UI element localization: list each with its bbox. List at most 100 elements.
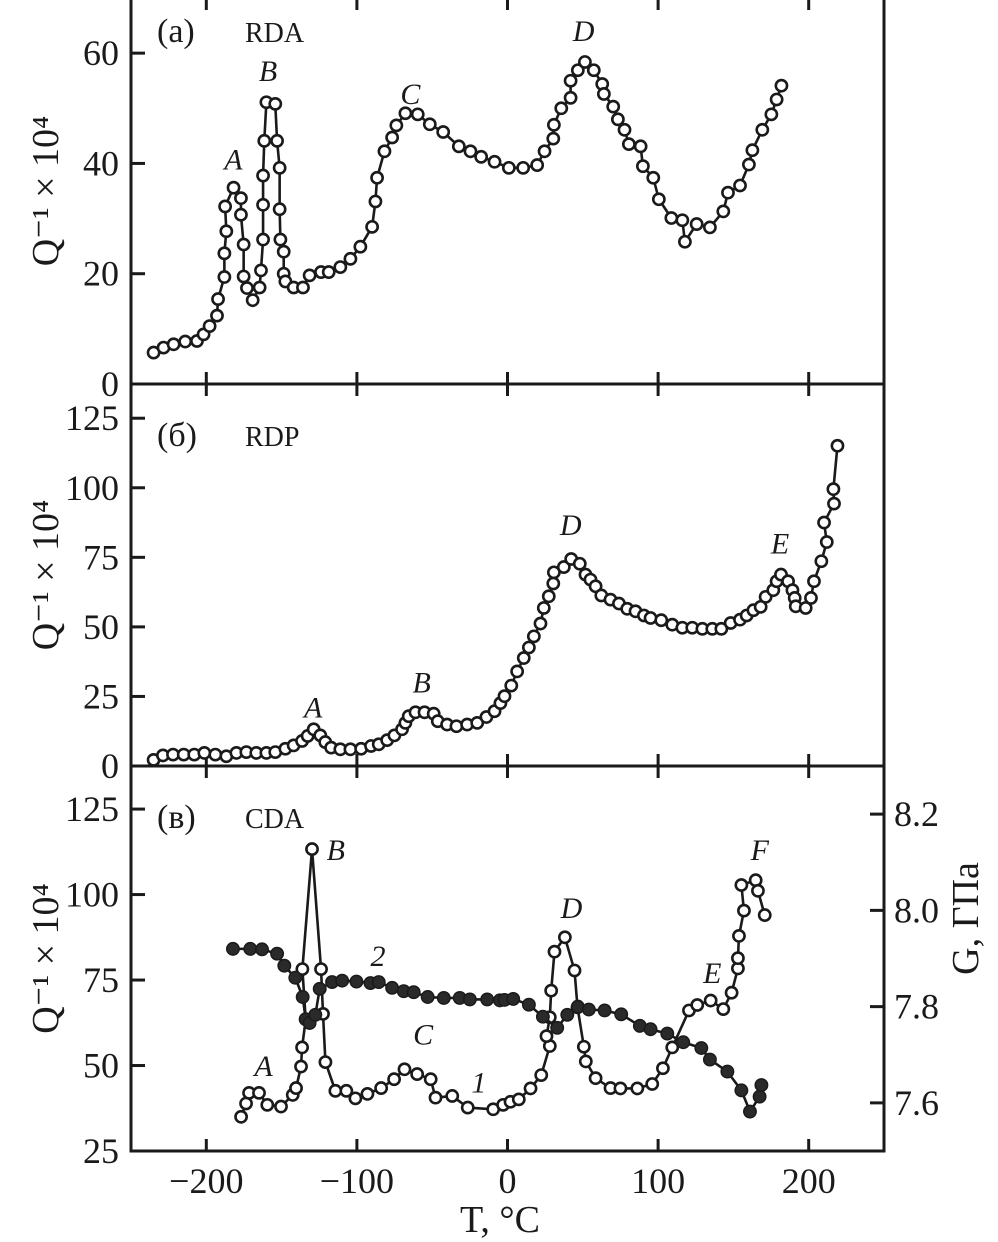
data-point-open: [578, 55, 592, 69]
data-point-open: [734, 878, 749, 892]
data-point-filled: [734, 1083, 749, 1098]
data-point-filled: [255, 942, 269, 957]
data-point-open: [423, 1072, 438, 1087]
data-point-filled: [295, 990, 310, 1004]
sample-label: CDA: [245, 804, 305, 835]
data-point-open: [460, 1100, 475, 1115]
data-point-filled: [752, 1089, 767, 1104]
data-point-open: [533, 616, 548, 631]
data-point-open: [731, 951, 745, 966]
data-point-open: [539, 1029, 554, 1044]
y-tick-label: 60: [83, 33, 119, 73]
series-line-0: [153, 60, 783, 354]
data-point-filled: [312, 981, 327, 996]
series-line-2: [232, 947, 763, 1113]
y-tick-label: 75: [83, 537, 119, 577]
y2-axis-label: G, ГПа: [945, 862, 987, 975]
data-point-filled: [480, 992, 495, 1007]
data-point-filled: [243, 941, 258, 956]
data-point-open: [445, 1089, 460, 1103]
data-point-open: [764, 107, 779, 122]
data-point-open: [827, 496, 841, 511]
data-point-open: [387, 1072, 401, 1087]
data-point-open: [716, 204, 731, 219]
data-point-open: [546, 576, 561, 591]
panel-label: (б): [157, 417, 197, 454]
sample-label: RDP: [245, 422, 299, 453]
data-point-open: [353, 239, 368, 254]
data-point-open: [343, 251, 358, 266]
data-point-open: [260, 1097, 275, 1112]
data-point-open: [826, 482, 841, 497]
data-point-open: [613, 1081, 628, 1096]
x-tick-label: 200: [782, 1161, 836, 1201]
data-point-open: [397, 1062, 412, 1077]
data-point-open: [410, 1067, 425, 1081]
annotation-label: C: [413, 1019, 434, 1052]
data-point-open: [645, 1077, 660, 1091]
data-point-open: [654, 613, 669, 628]
data-point-open: [578, 1054, 593, 1069]
panel-0: 0 20 40 60 Q⁻¹ × 10⁴ (a) RDA A B C D: [25, 0, 886, 404]
x-tick-label: −100: [320, 1161, 394, 1201]
data-point-open: [665, 1040, 680, 1055]
y-tick-label: 25: [83, 1131, 119, 1171]
x-tick-label: 0: [499, 1161, 517, 1201]
data-point-open: [646, 170, 661, 185]
data-point-open: [474, 149, 489, 164]
data-point-open: [689, 217, 704, 231]
data-point-open: [610, 112, 625, 127]
annotation-label: A: [302, 692, 323, 725]
data-point-open: [501, 160, 516, 175]
data-point-open: [516, 651, 531, 665]
y-tick-label: 50: [83, 1046, 119, 1086]
data-point-open: [769, 92, 784, 107]
data-point-filled: [754, 1078, 769, 1093]
data-point-open: [643, 611, 658, 625]
y-tick-label: 0: [101, 746, 119, 786]
data-point-filled: [702, 1052, 717, 1067]
data-point-open: [348, 1091, 363, 1106]
data-point-open: [537, 144, 552, 159]
data-point-filled: [335, 973, 350, 988]
data-point-open: [328, 1083, 343, 1098]
data-point-open: [547, 944, 562, 959]
data-point-open: [511, 1092, 526, 1107]
data-point-open: [596, 87, 611, 101]
annotation-label: B: [259, 55, 277, 88]
data-point-open: [724, 985, 739, 1000]
data-point-open: [830, 438, 845, 453]
data-point-open: [742, 157, 756, 172]
data-point-open: [217, 270, 232, 284]
data-point-open: [757, 908, 772, 922]
data-point-filled: [535, 1009, 550, 1024]
data-point-open: [635, 159, 650, 174]
data-point-open: [202, 319, 217, 333]
data-point-open: [374, 1081, 389, 1095]
data-point-open: [236, 269, 251, 284]
data-point-open: [197, 746, 212, 760]
data-point-open: [690, 998, 705, 1012]
data-point-open: [370, 170, 384, 185]
y-axis-label: Q⁻¹ × 10⁴: [25, 883, 67, 1034]
data-point-open: [302, 268, 317, 283]
data-point-filled: [521, 997, 536, 1012]
panel-1: 0 25 50 75 100 125 Q⁻¹ × 10⁴ (б) RDP A B D E: [25, 382, 886, 786]
data-point-filled: [226, 941, 240, 956]
data-point-filled: [676, 1035, 691, 1050]
data-point-open: [563, 73, 578, 88]
data-point-open: [166, 337, 181, 352]
x-tick-label: −200: [169, 1161, 243, 1201]
data-point-filled: [406, 985, 421, 1000]
data-point-open: [617, 122, 632, 137]
data-point-open: [567, 963, 582, 978]
data-point-open: [234, 207, 248, 222]
data-point-open: [257, 133, 272, 148]
data-point-open: [365, 219, 380, 234]
data-point-open: [664, 211, 679, 225]
annotation-label: 2: [370, 940, 385, 973]
data-point-open: [732, 929, 746, 943]
data-point-open: [321, 265, 336, 279]
data-point-open: [463, 144, 478, 159]
panel-2: −200 −100 0 100 200 25 50 75 100 125 7.6 7.8 8.0 8.2G…: [25, 764, 987, 1201]
